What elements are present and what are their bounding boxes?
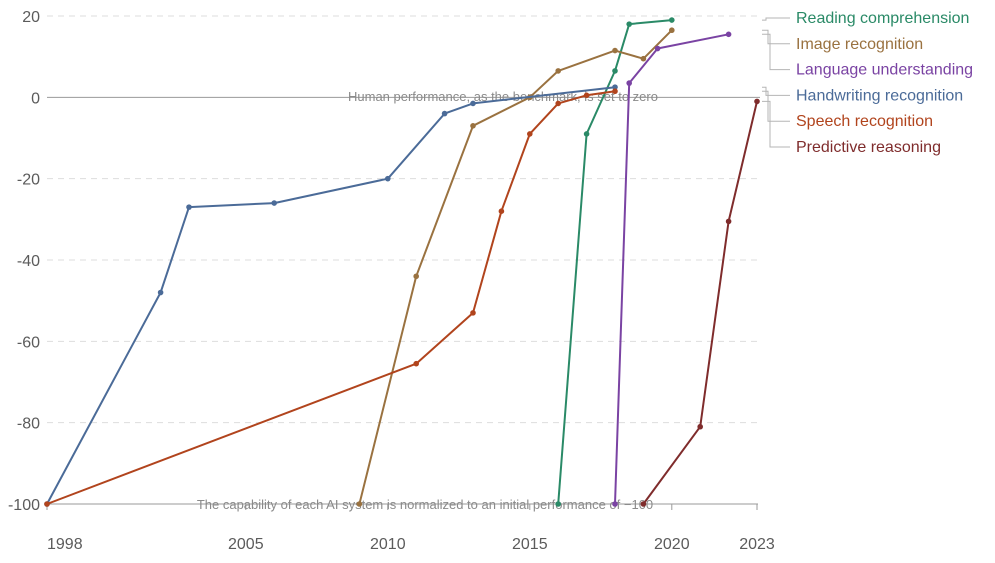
data-point-reading-comprehension — [626, 21, 632, 27]
data-point-predictive-reasoning — [697, 423, 703, 430]
y-tick-label: -100 — [8, 497, 40, 514]
series-line-speech-recognition — [46, 90, 616, 505]
data-point-image-recognition — [640, 55, 647, 62]
legend-label-reading-comprehension: Reading comprehension — [796, 10, 969, 27]
data-point-image-recognition — [413, 273, 420, 280]
legend-label-language-understanding: Language understanding — [796, 62, 973, 79]
data-point-image-recognition — [612, 47, 618, 54]
legend-label-image-recognition: Image recognition — [796, 36, 923, 53]
legend-connector-language-understanding — [762, 33, 790, 71]
series-line-language-understanding — [614, 33, 729, 505]
y-tick-label: 0 — [31, 90, 40, 107]
legend-connector-speech-recognition — [762, 90, 790, 122]
legend-label-handwriting-recognition: Handwriting recognition — [796, 87, 963, 104]
data-point-language-understanding — [612, 501, 618, 507]
axis-layer: 20 0 -20 -40 -60 -80 -100 1998 2005 2010 2015 2020 2… — [8, 9, 775, 553]
grid-layer — [47, 15, 760, 424]
legend-connector-reading-comprehension — [762, 17, 790, 21]
series-layer — [44, 17, 760, 507]
data-point-handwriting-recognition — [441, 110, 448, 117]
legend-connector-image-recognition — [762, 29, 790, 45]
x-tick-label: 2020 — [654, 536, 690, 553]
data-point-handwriting-recognition — [186, 204, 192, 210]
y-tick-label: -40 — [17, 253, 40, 270]
legend-label-speech-recognition: Speech recognition — [796, 113, 933, 130]
data-point-language-understanding — [654, 45, 661, 52]
x-tick-label: 1998 — [47, 536, 83, 553]
data-point-predictive-reasoning — [640, 501, 647, 507]
data-point-speech-recognition — [413, 360, 420, 367]
legend: Reading comprehension Image recognition La… — [762, 10, 973, 156]
data-point-handwriting-recognition — [470, 100, 476, 107]
data-point-speech-recognition — [498, 208, 505, 214]
data-point-image-recognition — [555, 68, 561, 74]
data-point-speech-recognition — [527, 131, 533, 137]
data-point-language-understanding — [725, 31, 732, 38]
data-point-speech-recognition — [583, 92, 590, 99]
data-point-reading-comprehension — [669, 17, 675, 23]
data-point-reading-comprehension — [555, 501, 561, 507]
series-line-handwriting-recognition — [46, 86, 616, 505]
x-tick-label: 2015 — [512, 536, 548, 553]
annotation-initial-baseline: The capability of each AI system is norm… — [197, 497, 653, 512]
data-point-image-recognition — [470, 123, 476, 129]
data-point-speech-recognition — [555, 100, 561, 107]
y-tick-label: 20 — [22, 9, 40, 26]
data-point-language-understanding — [626, 80, 632, 86]
y-tick-label: -80 — [17, 416, 40, 433]
data-point-speech-recognition — [612, 88, 618, 95]
series-line-image-recognition — [358, 29, 673, 505]
data-point-reading-comprehension — [612, 68, 618, 74]
data-point-handwriting-recognition — [271, 200, 278, 206]
data-point-predictive-reasoning — [754, 98, 760, 105]
data-point-handwriting-recognition — [385, 175, 391, 182]
data-point-handwriting-recognition — [157, 289, 164, 296]
data-point-speech-recognition — [44, 501, 50, 507]
data-point-predictive-reasoning — [725, 218, 732, 225]
annotation-layer: Human performance, as the benchmark, is … — [197, 89, 658, 512]
data-point-reading-comprehension — [583, 131, 590, 137]
annotation-human-baseline: Human performance, as the benchmark, is … — [348, 89, 658, 104]
series-line-predictive-reasoning — [642, 101, 758, 505]
x-tick-label: 2005 — [228, 536, 264, 553]
y-tick-label: -60 — [17, 334, 40, 351]
data-point-speech-recognition — [470, 310, 476, 316]
legend-connector-predictive-reasoning — [762, 100, 790, 148]
data-point-image-recognition — [356, 501, 363, 507]
y-tick-label: -20 — [17, 172, 40, 189]
x-tick-label: 2023 — [739, 536, 775, 553]
x-tick-label: 2010 — [370, 536, 406, 553]
data-point-handwriting-recognition — [612, 84, 618, 90]
data-point-image-recognition — [669, 27, 675, 34]
legend-label-predictive-reasoning: Predictive reasoning — [796, 139, 941, 156]
